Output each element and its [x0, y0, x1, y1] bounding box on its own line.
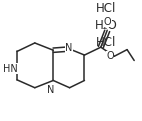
Text: H₂O: H₂O: [95, 19, 118, 32]
Text: O: O: [103, 17, 111, 27]
Text: O: O: [106, 51, 114, 61]
Text: N: N: [47, 85, 54, 95]
Text: HCl: HCl: [96, 2, 117, 15]
Text: HN: HN: [3, 64, 18, 74]
Text: HCl: HCl: [96, 36, 117, 49]
Text: N: N: [65, 43, 73, 53]
